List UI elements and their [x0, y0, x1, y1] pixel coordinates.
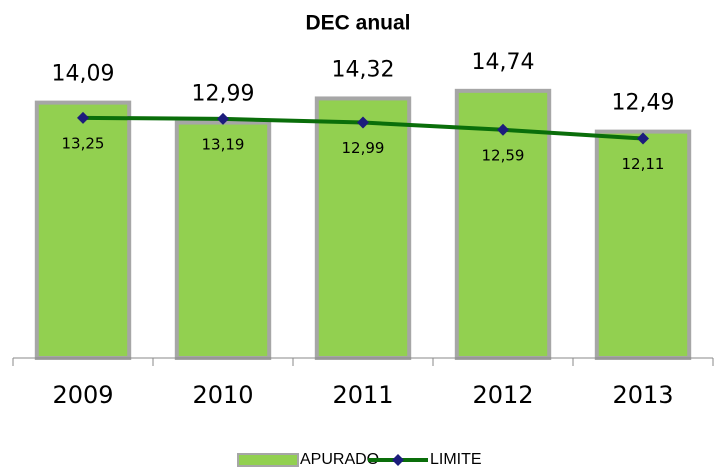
bar-value-label: 14,09 [52, 62, 115, 87]
x-tick-label: 2013 [612, 381, 673, 409]
x-tick-label: 2009 [52, 381, 113, 409]
x-tick-label: 2010 [192, 381, 253, 409]
bar [314, 96, 412, 360]
line-value-label: 13,19 [202, 135, 245, 153]
line-value-label: 13,25 [62, 134, 105, 152]
line-marker [77, 111, 89, 124]
legend-label: LIMITE [430, 451, 482, 468]
line-marker [217, 112, 229, 125]
line-value-label: 12,11 [622, 155, 665, 173]
line-marker [357, 116, 369, 129]
bar-value-label: 12,99 [192, 82, 255, 107]
bar-value-label: 12,49 [612, 91, 675, 116]
legend-swatch [237, 453, 299, 467]
line-marker [497, 123, 509, 136]
bar [34, 100, 132, 361]
line-value-label: 12,99 [342, 139, 385, 157]
line-marker [637, 132, 649, 145]
chart-title: DEC anual [305, 12, 410, 35]
line-value-label: 12,59 [482, 146, 525, 164]
legend-marker [392, 454, 404, 466]
bar-value-label: 14,74 [472, 50, 535, 75]
legend-label: APURADO [300, 451, 379, 468]
bar-value-label: 14,32 [332, 57, 395, 82]
x-tick-label: 2011 [332, 381, 393, 409]
x-tick-label: 2012 [472, 381, 533, 409]
bar [174, 120, 272, 361]
